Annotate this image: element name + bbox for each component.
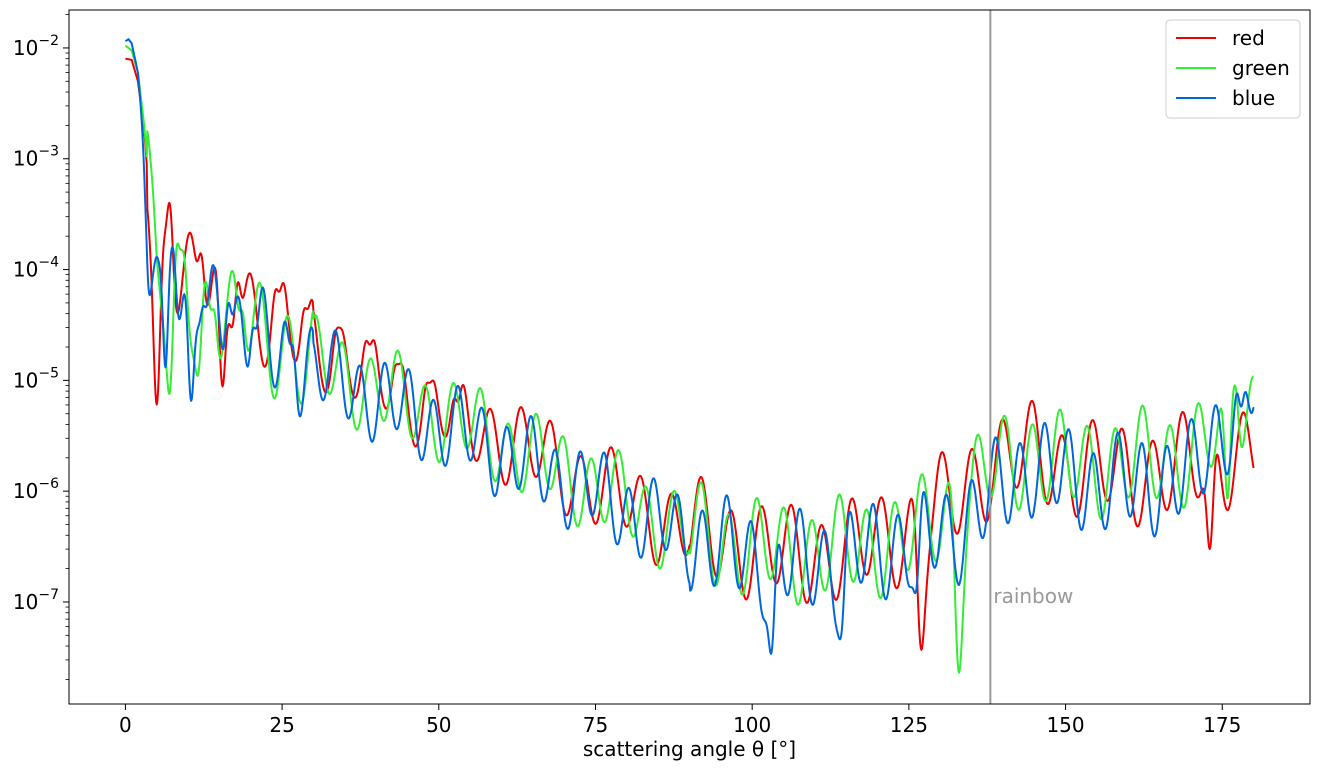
x-tick-label: 25: [269, 713, 294, 737]
y-tick-label: 10−3: [13, 144, 59, 171]
legend-box: [1165, 19, 1301, 119]
x-axis-ticks: 0 25 50 75 100 125 150 175: [119, 704, 1241, 737]
series-layer: [124, 38, 1255, 674]
y-tick-label: 10−5: [13, 365, 59, 392]
y-axis-ticks: 10−7 10−6 10−5 10−4 10−3 10−2: [13, 14, 69, 680]
legend-label-red: red: [1232, 26, 1265, 50]
x-tick-label: 100: [733, 713, 771, 737]
x-tick-label: 150: [1046, 713, 1084, 737]
series-line-blue: [124, 38, 1255, 655]
legend-label-green: green: [1232, 56, 1290, 80]
x-tick-label: 125: [890, 713, 928, 737]
x-tick-label: 50: [426, 713, 451, 737]
y-tick-label: 10−2: [13, 33, 59, 60]
rainbow-label: rainbow: [993, 584, 1073, 608]
rainbow-marker: rainbow: [989, 10, 1073, 704]
legend: red green blue: [1165, 19, 1301, 119]
y-tick-label: 10−6: [13, 476, 59, 503]
x-tick-label: 175: [1203, 713, 1241, 737]
y-tick-label: 10−4: [13, 255, 59, 282]
x-axis-label: scattering angle θ [°]: [583, 737, 796, 761]
x-tick-label: 0: [119, 713, 132, 737]
plot-frame: [68, 9, 1311, 705]
legend-label-blue: blue: [1232, 86, 1275, 110]
x-tick-label: 75: [583, 713, 608, 737]
y-tick-label: 10−7: [13, 587, 59, 614]
